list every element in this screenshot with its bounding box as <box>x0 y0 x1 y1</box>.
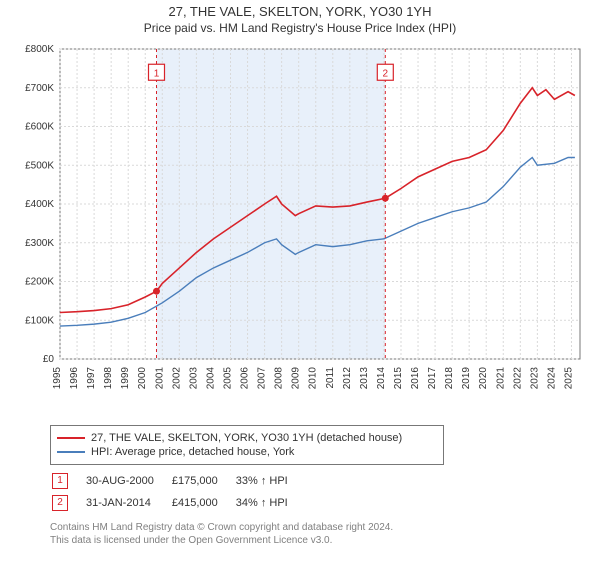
svg-text:2000: 2000 <box>137 367 148 390</box>
footer-line: This data is licensed under the Open Gov… <box>50 534 600 547</box>
legend-label: HPI: Average price, detached house, York <box>91 446 294 458</box>
svg-text:2014: 2014 <box>376 367 387 390</box>
svg-text:2024: 2024 <box>546 367 557 390</box>
chart-subtitle: Price paid vs. HM Land Registry's House … <box>0 21 600 35</box>
svg-text:£700K: £700K <box>25 83 54 94</box>
svg-text:2016: 2016 <box>410 367 421 390</box>
svg-text:1996: 1996 <box>69 367 80 390</box>
sale-price: £175,000 <box>172 471 234 491</box>
svg-text:2010: 2010 <box>308 367 319 390</box>
svg-text:£0: £0 <box>43 354 55 365</box>
svg-text:1998: 1998 <box>103 367 114 390</box>
sales-table: 1 30-AUG-2000£175,00033% ↑ HPI 2 31-JAN-201… <box>50 469 306 515</box>
svg-text:1999: 1999 <box>120 367 131 390</box>
svg-text:1995: 1995 <box>52 367 63 390</box>
sale-price: £415,000 <box>172 493 234 513</box>
svg-text:2007: 2007 <box>257 367 268 390</box>
svg-text:£500K: £500K <box>25 160 54 171</box>
svg-text:£800K: £800K <box>25 44 54 55</box>
sale-marker-icon: 2 <box>52 495 68 511</box>
sale-row: 2 31-JAN-2014£415,00034% ↑ HPI <box>52 493 304 513</box>
footer-attribution: Contains HM Land Registry data © Crown c… <box>50 521 600 547</box>
svg-text:2008: 2008 <box>274 367 285 390</box>
sale-delta: 33% ↑ HPI <box>236 471 304 491</box>
sale-date: 30-AUG-2000 <box>86 471 170 491</box>
svg-text:2021: 2021 <box>495 367 506 390</box>
svg-text:£300K: £300K <box>25 238 54 249</box>
svg-text:2001: 2001 <box>154 367 165 390</box>
chart-container: £0 £100K £200K £300K £400K £500K £600K £700K £80… <box>10 39 590 419</box>
line-chart: £0 £100K £200K £300K £400K £500K £600K £700K £80… <box>10 39 590 419</box>
svg-text:2002: 2002 <box>171 367 182 390</box>
sale-row: 1 30-AUG-2000£175,00033% ↑ HPI <box>52 471 304 491</box>
svg-text:2005: 2005 <box>222 367 233 390</box>
svg-text:2012: 2012 <box>342 367 353 390</box>
svg-text:2013: 2013 <box>359 367 370 390</box>
svg-text:£400K: £400K <box>25 199 54 210</box>
svg-text:£200K: £200K <box>25 277 54 288</box>
svg-text:2019: 2019 <box>461 367 472 390</box>
svg-text:1: 1 <box>154 68 160 79</box>
svg-text:2009: 2009 <box>291 367 302 390</box>
chart-title: 27, THE VALE, SKELTON, YORK, YO30 1YH <box>0 4 600 19</box>
svg-text:2022: 2022 <box>512 367 523 390</box>
svg-text:2025: 2025 <box>563 367 574 390</box>
svg-text:£600K: £600K <box>25 122 54 133</box>
legend-item: HPI: Average price, detached house, York <box>57 446 437 458</box>
svg-text:1997: 1997 <box>86 367 97 390</box>
sale-date: 31-JAN-2014 <box>86 493 170 513</box>
svg-text:2003: 2003 <box>188 367 199 390</box>
svg-text:2023: 2023 <box>529 367 540 390</box>
svg-text:2011: 2011 <box>325 367 336 389</box>
legend-item: 27, THE VALE, SKELTON, YORK, YO30 1YH (d… <box>57 432 437 444</box>
sale-marker-icon: 1 <box>52 473 68 489</box>
sale-delta: 34% ↑ HPI <box>236 493 304 513</box>
svg-text:2017: 2017 <box>427 367 438 390</box>
legend-swatch <box>57 451 85 453</box>
svg-text:£100K: £100K <box>25 315 54 326</box>
footer-line: Contains HM Land Registry data © Crown c… <box>50 521 600 534</box>
svg-text:2004: 2004 <box>205 367 216 390</box>
legend-swatch <box>57 437 85 439</box>
svg-text:2: 2 <box>383 68 389 79</box>
svg-text:2020: 2020 <box>478 367 489 390</box>
svg-text:2015: 2015 <box>393 367 404 390</box>
legend-label: 27, THE VALE, SKELTON, YORK, YO30 1YH (d… <box>91 432 402 444</box>
svg-text:2006: 2006 <box>240 367 251 390</box>
svg-text:2018: 2018 <box>444 367 455 390</box>
legend: 27, THE VALE, SKELTON, YORK, YO30 1YH (d… <box>50 425 444 465</box>
